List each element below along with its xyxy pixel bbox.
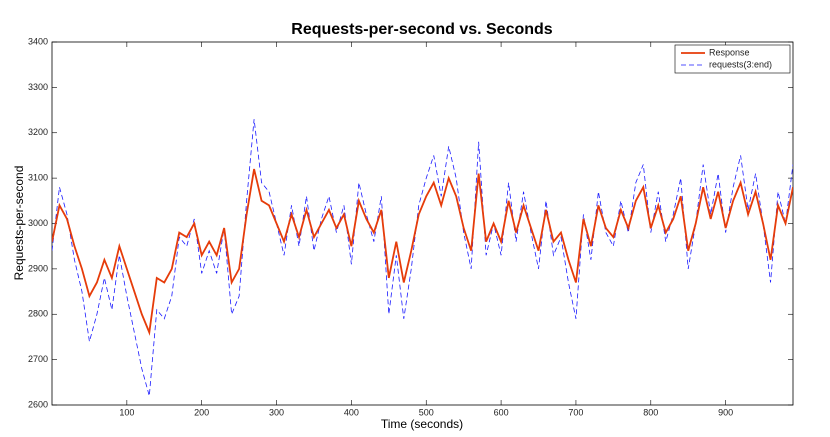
- x-tick-label: 500: [419, 407, 434, 417]
- x-tick-label: 700: [568, 407, 583, 417]
- x-tick-label: 300: [269, 407, 284, 417]
- x-tick-label: 600: [494, 407, 509, 417]
- legend-label: requests(3:end): [709, 59, 772, 69]
- x-tick-label: 100: [119, 407, 134, 417]
- y-tick-label: 2800: [28, 309, 48, 319]
- legend-box: [674, 44, 791, 74]
- plot-area: [51, 41, 794, 406]
- y-tick-label: 3000: [28, 218, 48, 228]
- y-tick-label: 3400: [28, 36, 48, 46]
- legend-label: Response: [709, 47, 750, 57]
- y-tick-label: 3200: [28, 127, 48, 137]
- y-tick-label: 3300: [28, 82, 48, 92]
- x-axis-label: Time (seconds): [381, 417, 463, 431]
- series-line: [52, 168, 793, 336]
- y-tick-label: 2900: [28, 263, 48, 273]
- y-tick-label: 3100: [28, 173, 48, 183]
- y-tick-label: 2600: [28, 399, 48, 409]
- y-tick-label: 2700: [28, 354, 48, 364]
- x-tick-label: 900: [718, 407, 733, 417]
- series-line: [52, 119, 793, 397]
- x-tick-label: 400: [344, 407, 359, 417]
- x-tick-label: 800: [643, 407, 658, 417]
- x-tick-label: 200: [194, 407, 209, 417]
- chart-title: Requests-per-second vs. Seconds: [291, 21, 553, 38]
- y-axis-label: Requests-per-second: [12, 166, 26, 281]
